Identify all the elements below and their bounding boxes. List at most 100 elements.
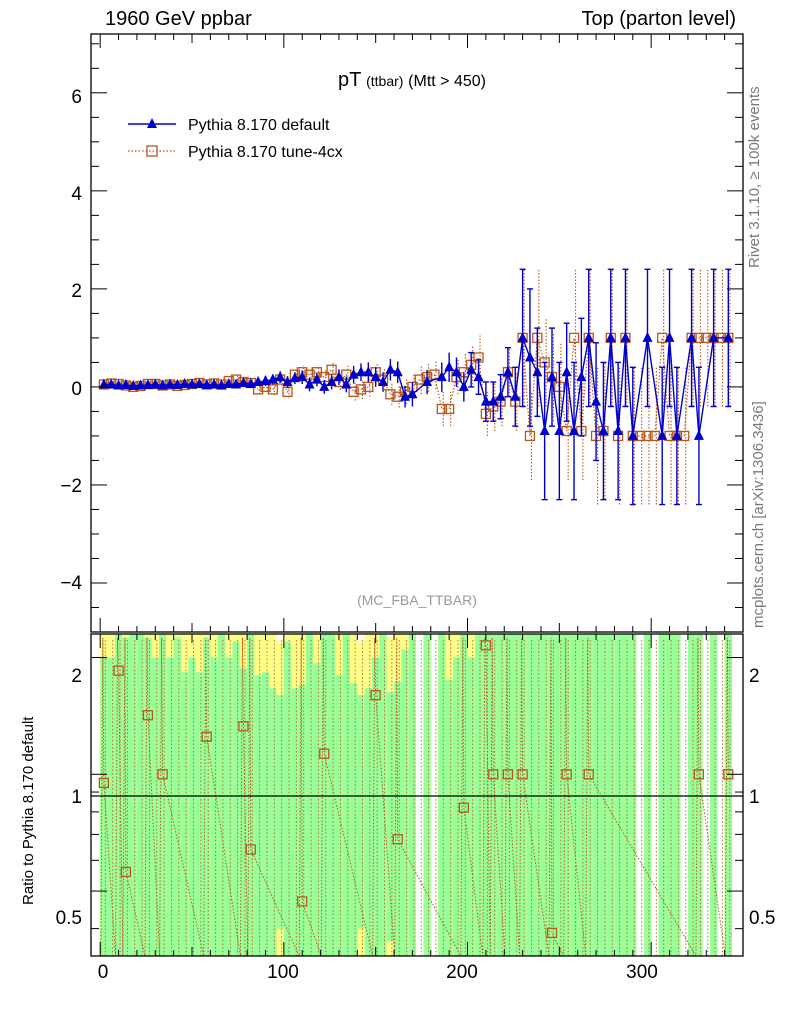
legend: Pythia 8.170 default Pythia 8.170 tune-4… (128, 117, 343, 161)
legend-marker-tune (146, 145, 158, 157)
ratio-band-green (261, 672, 270, 956)
ratio-point-tune (458, 802, 469, 813)
rivet-label: Rivet 3.1.10, ≥ 100k events (746, 86, 763, 268)
point-default (304, 378, 315, 389)
ratio-band-green (467, 657, 475, 956)
point-default (613, 425, 624, 436)
ratio-tick-label-right: 0.5 (749, 908, 775, 929)
ratio-point-tune (201, 731, 212, 742)
point-default (253, 376, 264, 387)
ratio-band-green (173, 637, 181, 956)
ratio-band-green (401, 649, 409, 956)
point-default (245, 377, 256, 388)
ratio-band-green (269, 688, 277, 956)
ratio-lines (98, 637, 734, 956)
point-default (591, 395, 602, 406)
point-default (275, 371, 286, 382)
ratio-band-green (621, 634, 630, 956)
ratio-point-tune (113, 665, 124, 676)
ratio-band-green (122, 637, 130, 956)
ratio-band-green (445, 680, 453, 956)
ratio-band-green (386, 692, 395, 942)
ratio-band-green (107, 657, 115, 956)
ratio-y-axis-label: Ratio to Pythia 8.170 default (20, 716, 37, 905)
ratio-band-green (599, 634, 608, 956)
ratio-band-green (247, 634, 255, 956)
ratio-band-green (555, 634, 564, 956)
ratio-point-tune (561, 769, 572, 780)
legend-marker-default (147, 118, 157, 128)
point-default (664, 331, 675, 342)
ratio-band-green (364, 688, 373, 956)
point-tune (642, 430, 653, 442)
ratio-point-tune (245, 844, 256, 855)
ratio-point-tune (517, 769, 528, 780)
ratio-point-tune (238, 721, 249, 732)
ratio-band-green (724, 634, 732, 956)
ratio-uncertainty-bands (100, 634, 732, 956)
ratio-band-green (452, 657, 461, 956)
ratio-band-green (496, 634, 505, 956)
legend-label-default: Pythia 8.170 default (188, 117, 330, 134)
point-default (260, 375, 271, 386)
ratio-band-green (563, 634, 571, 956)
ratio-band-green (283, 641, 292, 956)
point-default (502, 366, 513, 377)
ratio-band-green (658, 634, 666, 956)
ratio-band-green (695, 634, 703, 956)
point-default (451, 366, 462, 377)
ratio-point-tune (157, 769, 168, 780)
mcplots-label: mcplots.cern.ch [arXiv:1306.3436] (750, 401, 767, 628)
point-default (311, 373, 322, 384)
series-default (98, 268, 734, 506)
point-default (385, 363, 396, 374)
ratio-band-green (709, 634, 718, 956)
point-default (172, 378, 183, 389)
ratio-frame (90, 633, 744, 957)
point-default (120, 378, 131, 389)
ratio-band-green (511, 634, 519, 956)
ratio-band-green (577, 634, 586, 956)
point-default (686, 331, 697, 342)
point-tune (443, 403, 455, 415)
y-tick-label: 2 (71, 281, 82, 302)
ratio-band-green (474, 634, 483, 956)
ratio-point-tune (319, 748, 330, 759)
point-default (157, 379, 168, 390)
point-default (605, 331, 616, 342)
point-default (554, 425, 565, 436)
y-tick-label: 4 (71, 184, 82, 205)
point-default (231, 378, 242, 389)
point-default (341, 378, 352, 389)
point-default (708, 331, 719, 342)
ratio-band-green (629, 634, 637, 956)
point-default (546, 371, 557, 382)
point-default (657, 429, 668, 440)
point-default (142, 378, 153, 389)
point-default (289, 372, 300, 383)
ratio-band-green (408, 634, 417, 956)
ratio-band-green (607, 634, 615, 956)
point-default (216, 379, 227, 390)
ratio-band-green (394, 681, 402, 956)
ratio-tick-label: 1 (71, 787, 82, 808)
ratio-band-green (342, 634, 350, 956)
ratio-band-green (291, 688, 299, 956)
point-default (510, 390, 521, 401)
ratio-band-green (320, 634, 328, 956)
point-default (164, 378, 175, 389)
ratio-point-tune (488, 769, 499, 780)
point-default (524, 351, 535, 362)
ratio-point-tune (297, 896, 308, 907)
plot-title-sub: (ttbar) (366, 73, 403, 89)
point-default (620, 331, 631, 342)
point-tune (385, 389, 396, 400)
ratio-band-green (482, 634, 490, 956)
ratio-band-green (136, 634, 145, 956)
point-default (583, 331, 594, 342)
point-default (209, 378, 220, 389)
x-tick-label: 0 (98, 962, 109, 983)
point-default (488, 395, 499, 406)
ratio-band-green (518, 634, 527, 956)
